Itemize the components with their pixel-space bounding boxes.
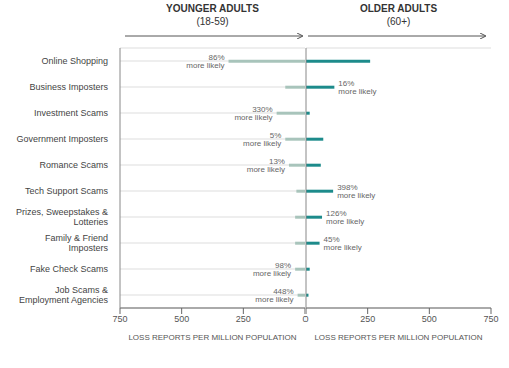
html-text:(18-59): (18-59) xyxy=(196,16,229,27)
svg-text:500: 500 xyxy=(422,314,437,324)
svg-text:13%more likely: 13%more likely xyxy=(247,157,285,175)
svg-text:126%more likely: 126%more likely xyxy=(326,209,364,227)
svg-text:Job Scams &Employment Agencies: Job Scams &Employment Agencies xyxy=(19,285,109,305)
svg-text:LOSS REPORTS PER MILLION POPUL: LOSS REPORTS PER MILLION POPULATION xyxy=(314,333,482,342)
svg-text:Romance Scams: Romance Scams xyxy=(39,160,108,170)
svg-text:98%more likely: 98%more likely xyxy=(253,261,291,279)
svg-text:Family & FriendImposters: Family & FriendImposters xyxy=(45,233,109,253)
svg-text:86%more likely: 86%more likely xyxy=(186,53,224,71)
svg-text:Government Imposters: Government Imposters xyxy=(16,134,108,144)
svg-text:Online Shopping: Online Shopping xyxy=(41,56,108,66)
svg-text:0: 0 xyxy=(305,314,309,324)
svg-text:Business Imposters: Business Imposters xyxy=(29,82,108,92)
svg-text:45%more likely: 45%more likely xyxy=(324,235,362,253)
svg-text:0: 0 xyxy=(302,314,305,324)
svg-text:750: 750 xyxy=(112,314,127,324)
svg-text:250: 250 xyxy=(360,314,375,324)
svg-text:448%more likely: 448%more likely xyxy=(255,287,293,305)
svg-text:750: 750 xyxy=(483,314,498,324)
svg-text:Investment Scams: Investment Scams xyxy=(34,108,109,118)
svg-text:Prizes, Sweepstakes &Lotteries: Prizes, Sweepstakes &Lotteries xyxy=(16,207,109,227)
svg-text:5%more likely: 5%more likely xyxy=(243,131,281,149)
svg-text:Fake Check Scams: Fake Check Scams xyxy=(30,264,109,274)
svg-text:500: 500 xyxy=(174,314,189,324)
svg-text:330%more likely: 330%more likely xyxy=(234,105,272,123)
svg-text:250: 250 xyxy=(236,314,251,324)
html-text:(60+): (60+) xyxy=(386,16,411,27)
html-text:YOUNGER ADULTS: YOUNGER ADULTS xyxy=(166,3,259,14)
svg-text:398%more likely: 398%more likely xyxy=(337,183,375,201)
svg-text:16%more likely: 16%more likely xyxy=(338,79,376,97)
html-text:OLDER ADULTS: OLDER ADULTS xyxy=(359,3,438,14)
svg-text:LOSS REPORTS PER MILLION POPUL: LOSS REPORTS PER MILLION POPULATION xyxy=(128,333,296,342)
svg-text:Tech Support Scams: Tech Support Scams xyxy=(25,186,109,196)
